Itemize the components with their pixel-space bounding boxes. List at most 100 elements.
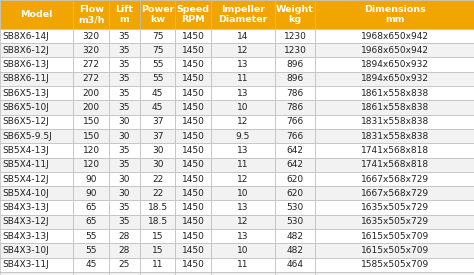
- Bar: [211, 229, 275, 243]
- Bar: [73, 258, 109, 272]
- Text: 13: 13: [237, 89, 249, 98]
- Bar: [0, 229, 73, 243]
- Bar: [0, 0, 73, 29]
- Text: 13: 13: [237, 146, 249, 155]
- Bar: [73, 158, 109, 172]
- Text: 1615x505x709: 1615x505x709: [361, 246, 428, 255]
- Text: 150: 150: [82, 132, 100, 141]
- Text: 1741x568x818: 1741x568x818: [361, 146, 428, 155]
- Text: 1450: 1450: [182, 89, 205, 98]
- Text: 1450: 1450: [182, 46, 205, 55]
- Bar: [211, 86, 275, 100]
- Bar: [0, 86, 73, 100]
- Bar: [211, 0, 275, 29]
- Text: 200: 200: [82, 89, 100, 98]
- Bar: [211, 158, 275, 172]
- Bar: [315, 272, 474, 275]
- Bar: [109, 57, 140, 72]
- Text: 35: 35: [118, 146, 130, 155]
- Text: SB6X5-10J: SB6X5-10J: [2, 103, 49, 112]
- Text: 530: 530: [286, 203, 304, 212]
- Text: 1741x568x818: 1741x568x818: [361, 160, 428, 169]
- Bar: [73, 86, 109, 100]
- Text: SB6X5-13J: SB6X5-13J: [2, 89, 49, 98]
- Text: 482: 482: [287, 246, 303, 255]
- Text: 786: 786: [286, 89, 304, 98]
- Text: 786: 786: [286, 103, 304, 112]
- Text: 28: 28: [119, 232, 130, 241]
- Bar: [73, 72, 109, 86]
- Text: 642: 642: [287, 160, 303, 169]
- Text: 35: 35: [118, 89, 130, 98]
- Bar: [73, 272, 109, 275]
- Bar: [175, 57, 211, 72]
- Text: 482: 482: [287, 232, 303, 241]
- Text: 120: 120: [82, 160, 100, 169]
- Bar: [73, 57, 109, 72]
- Text: 11: 11: [237, 160, 249, 169]
- Text: 37: 37: [152, 132, 164, 141]
- Text: 1635x505x729: 1635x505x729: [361, 203, 428, 212]
- Bar: [315, 29, 474, 43]
- Bar: [0, 72, 73, 86]
- Text: SB8X6-12J: SB8X6-12J: [2, 46, 49, 55]
- Text: SB8X6-13J: SB8X6-13J: [2, 60, 49, 69]
- Bar: [0, 129, 73, 143]
- Text: 1450: 1450: [182, 189, 205, 198]
- Bar: [275, 0, 315, 29]
- Bar: [315, 115, 474, 129]
- Bar: [175, 0, 211, 29]
- Bar: [211, 100, 275, 115]
- Bar: [211, 258, 275, 272]
- Bar: [109, 43, 140, 57]
- Text: 1968x650x942: 1968x650x942: [361, 32, 428, 40]
- Bar: [275, 100, 315, 115]
- Text: 25: 25: [119, 260, 130, 269]
- Text: 35: 35: [118, 75, 130, 83]
- Text: 1450: 1450: [182, 232, 205, 241]
- Bar: [275, 186, 315, 200]
- Bar: [275, 172, 315, 186]
- Text: 11: 11: [237, 260, 249, 269]
- Text: 55: 55: [152, 75, 164, 83]
- Text: SB6X5-12J: SB6X5-12J: [2, 117, 49, 126]
- Bar: [0, 115, 73, 129]
- Text: SB8X6-14J: SB8X6-14J: [2, 32, 49, 40]
- Bar: [73, 215, 109, 229]
- Bar: [140, 200, 175, 215]
- Bar: [140, 100, 175, 115]
- Text: SB4X3-11J: SB4X3-11J: [2, 260, 49, 269]
- Bar: [315, 158, 474, 172]
- Text: 15: 15: [152, 232, 164, 241]
- Text: 1861x558x838: 1861x558x838: [361, 89, 428, 98]
- Text: SB5X4-10J: SB5X4-10J: [2, 189, 49, 198]
- Text: 13: 13: [237, 232, 249, 241]
- Bar: [140, 129, 175, 143]
- Bar: [73, 29, 109, 43]
- Text: 90: 90: [85, 189, 97, 198]
- Bar: [315, 0, 474, 29]
- Bar: [140, 258, 175, 272]
- Bar: [315, 186, 474, 200]
- Bar: [73, 115, 109, 129]
- Text: 1450: 1450: [182, 260, 205, 269]
- Bar: [73, 229, 109, 243]
- Text: 90: 90: [85, 175, 97, 183]
- Bar: [175, 129, 211, 143]
- Bar: [175, 258, 211, 272]
- Text: 1667x568x729: 1667x568x729: [361, 189, 428, 198]
- Text: Flow
m3/h: Flow m3/h: [78, 5, 104, 24]
- Bar: [140, 229, 175, 243]
- Bar: [73, 0, 109, 29]
- Text: 12: 12: [237, 46, 248, 55]
- Bar: [211, 129, 275, 143]
- Text: 9.5: 9.5: [236, 132, 250, 141]
- Bar: [0, 29, 73, 43]
- Text: 150: 150: [82, 117, 100, 126]
- Bar: [140, 115, 175, 129]
- Bar: [109, 100, 140, 115]
- Bar: [175, 43, 211, 57]
- Bar: [275, 29, 315, 43]
- Bar: [0, 258, 73, 272]
- Text: 120: 120: [82, 146, 100, 155]
